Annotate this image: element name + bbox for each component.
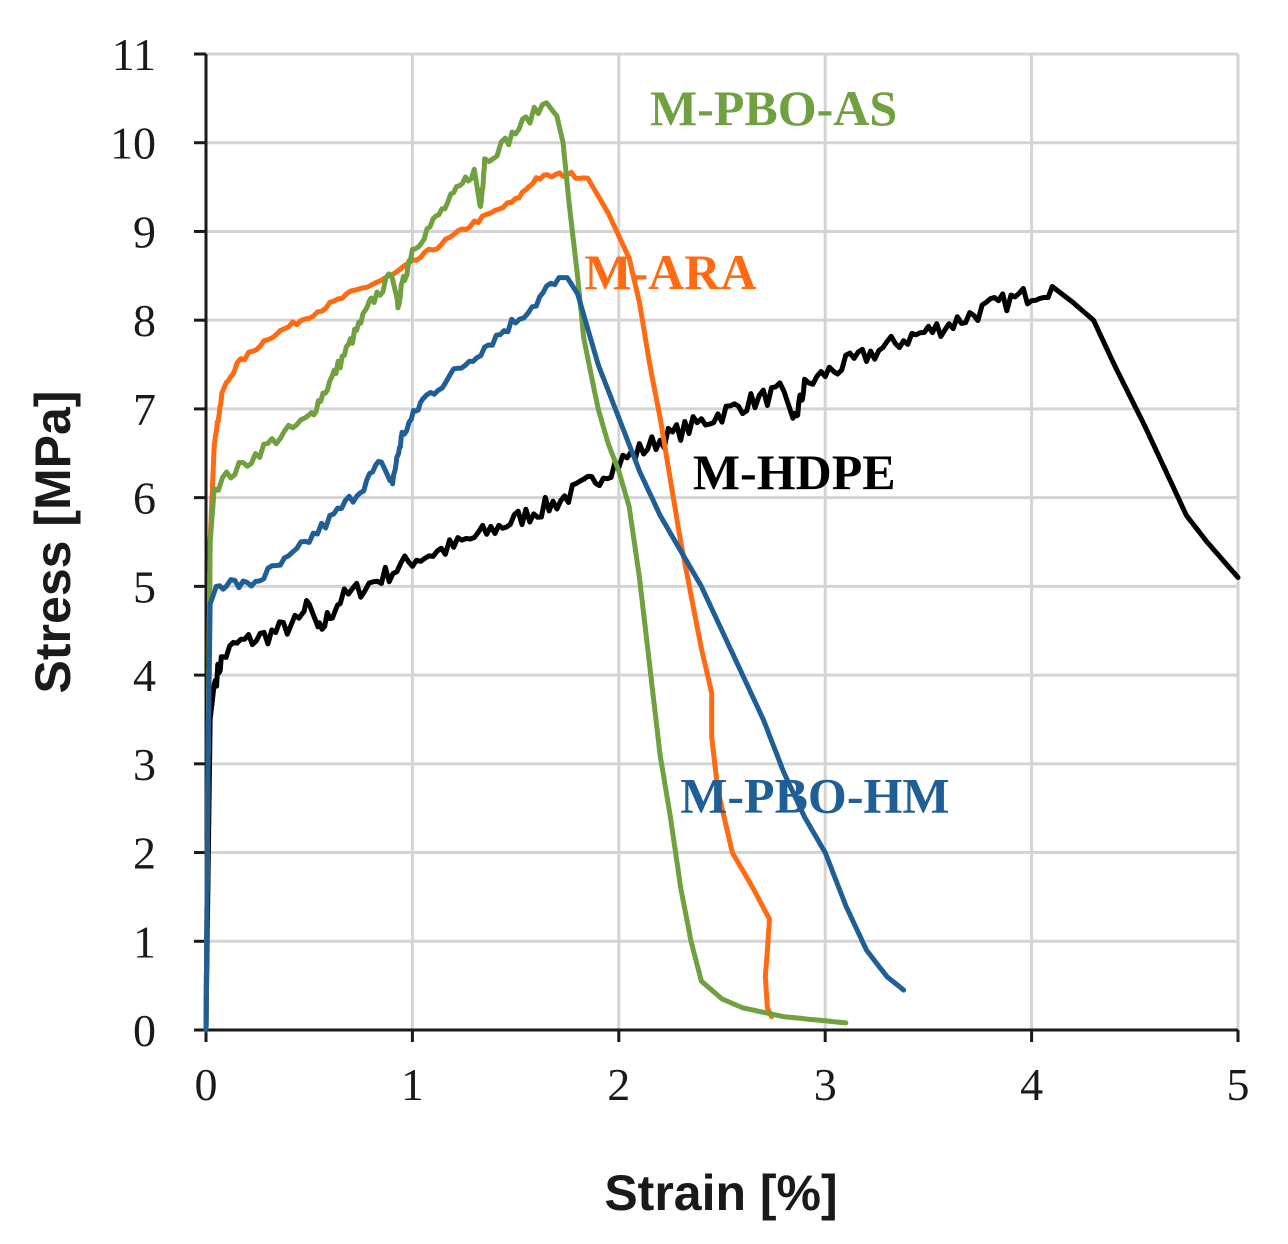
y-tick-label: 6	[133, 473, 156, 524]
series-label-m-ara: M-ARA	[584, 244, 756, 300]
y-tick-label: 4	[133, 650, 156, 701]
tick-labels: 0 1 2 3 4 5 0 1 2 3 4 5 6 7 8 9 10 11	[110, 29, 1250, 1110]
grid	[206, 52, 1240, 1030]
series-labels: M-PBO-AS M-ARA M-HDPE M-PBO-HM	[584, 80, 949, 824]
x-tick-label: 0	[195, 1059, 218, 1110]
series-label-m-pbo-as: M-PBO-AS	[650, 80, 897, 136]
series-label-m-hdpe: M-HDPE	[693, 444, 896, 500]
x-tick-label: 1	[401, 1059, 424, 1110]
series-label-m-pbo-hm: M-PBO-HM	[680, 768, 949, 824]
y-tick-label: 3	[133, 739, 156, 790]
y-axis-label: Stress [MPa]	[25, 391, 81, 694]
y-tick-label: 1	[133, 916, 156, 967]
x-tick-label: 4	[1020, 1059, 1043, 1110]
x-axis-label: Strain [%]	[604, 1165, 837, 1221]
series-line-m-hdpe	[203, 284, 1241, 1033]
axes	[194, 52, 1240, 1042]
y-tick-label: 0	[133, 1005, 156, 1056]
y-tick-label: 7	[133, 384, 156, 435]
series-line-m-pbo-hm	[203, 275, 907, 1033]
y-tick-label: 8	[133, 295, 156, 346]
x-tick-label: 5	[1227, 1059, 1250, 1110]
series	[203, 100, 1241, 1033]
series-line-m-pbo-as	[203, 100, 849, 1033]
y-tick-label: 10	[110, 118, 156, 169]
y-tick-label: 11	[112, 29, 156, 80]
x-tick-label: 3	[814, 1059, 837, 1110]
y-tick-label: 2	[133, 828, 156, 879]
y-tick-label: 5	[133, 561, 156, 612]
series-line-m-ara	[203, 169, 774, 1033]
x-tick-label: 2	[607, 1059, 630, 1110]
y-tick-label: 9	[133, 206, 156, 257]
